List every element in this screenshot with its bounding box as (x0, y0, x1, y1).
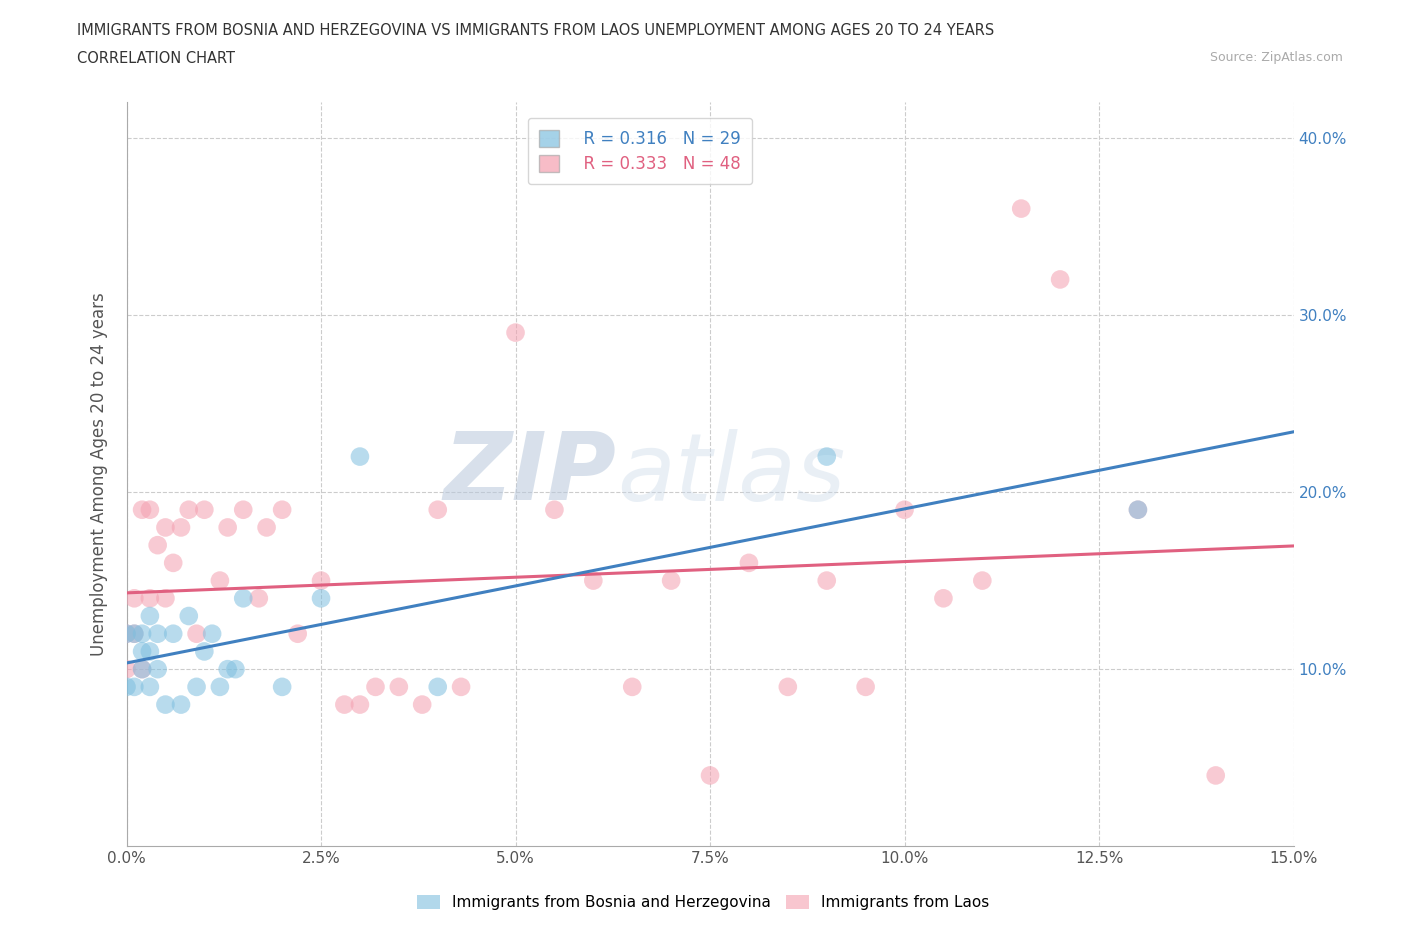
Point (543, 502, 565, 517)
Point (659, 573, 682, 588)
Point (131, 626, 153, 641)
Point (193, 502, 215, 517)
Text: CORRELATION CHART: CORRELATION CHART (77, 51, 235, 66)
Point (131, 502, 153, 517)
Point (208, 680, 231, 695)
Point (131, 644, 153, 658)
Point (349, 698, 371, 712)
Point (776, 680, 799, 695)
Point (170, 520, 193, 535)
Point (1205, 768, 1227, 783)
Point (217, 520, 239, 535)
Point (162, 555, 184, 570)
Point (177, 608, 200, 623)
Point (388, 680, 411, 695)
Point (124, 626, 146, 641)
Point (815, 449, 838, 464)
Point (177, 502, 200, 517)
Point (155, 698, 177, 712)
Point (232, 502, 254, 517)
Text: IMMIGRANTS FROM BOSNIA AND HERZEGOVINA VS IMMIGRANTS FROM LAOS UNEMPLOYMENT AMON: IMMIGRANTS FROM BOSNIA AND HERZEGOVINA V… (77, 23, 994, 38)
Point (333, 698, 356, 712)
Point (247, 591, 270, 605)
Point (146, 538, 169, 552)
Text: ZIP: ZIP (444, 429, 617, 520)
Point (271, 680, 294, 695)
Point (893, 502, 915, 517)
Point (1010, 201, 1032, 216)
Point (855, 680, 877, 695)
Point (170, 698, 193, 712)
Point (932, 591, 955, 605)
Legend:   R = 0.316   N = 29,   R = 0.333   N = 48: R = 0.316 N = 29, R = 0.333 N = 48 (527, 118, 752, 184)
Point (124, 591, 146, 605)
Point (146, 662, 169, 677)
Point (815, 573, 838, 588)
Point (155, 591, 177, 605)
Point (224, 662, 246, 677)
Point (287, 626, 309, 641)
Point (186, 626, 208, 641)
Point (115, 680, 138, 695)
Point (139, 680, 162, 695)
Point (131, 662, 153, 677)
Point (232, 591, 254, 605)
Text: atlas: atlas (617, 429, 845, 520)
Point (426, 502, 449, 517)
Point (139, 591, 162, 605)
Legend: Immigrants from Bosnia and Herzegovina, Immigrants from Laos: Immigrants from Bosnia and Herzegovina, … (409, 887, 997, 918)
Point (1126, 502, 1149, 517)
Point (155, 520, 177, 535)
Point (426, 680, 449, 695)
Point (738, 555, 761, 570)
Point (1049, 272, 1071, 286)
Point (146, 626, 169, 641)
Point (972, 573, 994, 588)
Point (1126, 502, 1149, 517)
Point (309, 573, 332, 588)
Point (201, 626, 224, 641)
Y-axis label: Unemployment Among Ages 20 to 24 years: Unemployment Among Ages 20 to 24 years (90, 292, 108, 657)
Point (411, 698, 433, 712)
Point (124, 680, 146, 695)
Point (505, 326, 527, 340)
Point (139, 608, 162, 623)
Point (124, 626, 146, 641)
Point (217, 662, 239, 677)
Point (256, 520, 278, 535)
Point (186, 680, 208, 695)
Point (309, 591, 332, 605)
Point (115, 626, 138, 641)
Point (450, 680, 472, 695)
Point (349, 449, 371, 464)
Point (139, 502, 162, 517)
Point (621, 680, 644, 695)
Text: Source: ZipAtlas.com: Source: ZipAtlas.com (1209, 51, 1343, 64)
Point (271, 502, 294, 517)
Point (162, 626, 184, 641)
Point (115, 626, 138, 641)
Point (139, 644, 162, 658)
Point (193, 644, 215, 658)
Point (131, 662, 153, 677)
Point (364, 680, 387, 695)
Point (699, 768, 721, 783)
Point (582, 573, 605, 588)
Point (208, 573, 231, 588)
Point (115, 662, 138, 677)
